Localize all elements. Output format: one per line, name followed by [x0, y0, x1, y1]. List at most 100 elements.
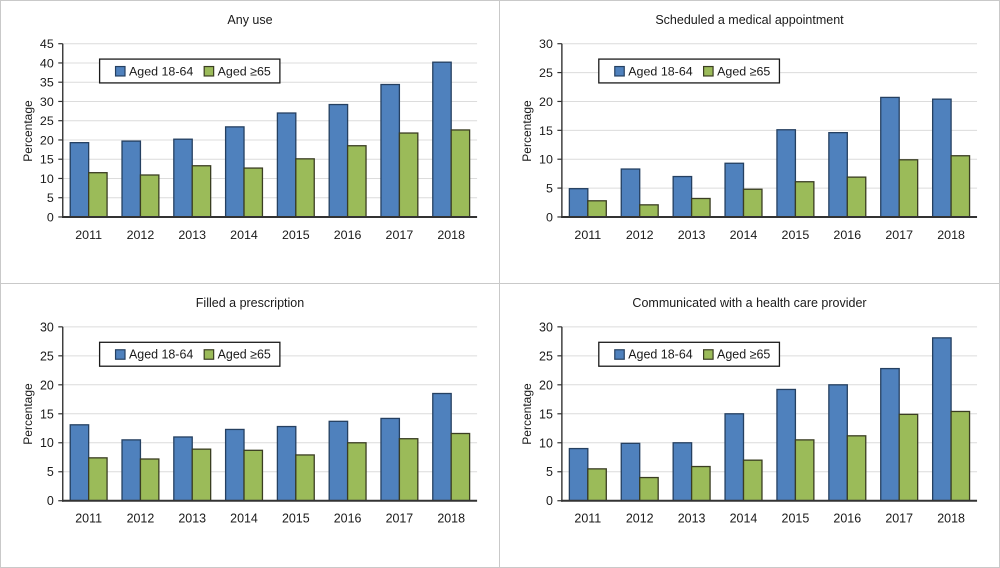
- x-tick-label: 2012: [127, 228, 155, 242]
- bar-aged-18-64: [931, 337, 952, 502]
- bar-aged-18-64: [224, 126, 245, 218]
- x-tick-label: 2016: [833, 228, 861, 242]
- y-tick-label: 10: [40, 172, 54, 186]
- y-tick-label: 20: [40, 133, 54, 147]
- x-tick-label: 2015: [282, 512, 310, 526]
- legend-box: [598, 58, 781, 84]
- bar-aged-65plus: [587, 468, 607, 502]
- bar-aged-18-64: [121, 439, 142, 502]
- bar-aged-18-64: [432, 61, 452, 218]
- chart-title: Scheduled a medical appointment: [655, 13, 844, 27]
- chart-title: Filled a prescription: [195, 296, 305, 310]
- x-tick-label: 2018: [437, 228, 465, 242]
- bars: [69, 392, 471, 502]
- bar-aged-65plus: [898, 159, 919, 218]
- x-tick-label: 2013: [678, 512, 706, 526]
- legend-swatch-aged-18-64: [614, 65, 625, 77]
- bar-aged-65plus: [794, 439, 815, 502]
- legend-box: [98, 341, 281, 367]
- y-axis: 0 5 10 15 20 25 30: [539, 320, 563, 508]
- legend-swatch-aged-65plus: [203, 65, 215, 77]
- x-tick-label: 2018: [937, 512, 965, 526]
- bar-aged-65plus: [690, 465, 711, 502]
- bars: [568, 96, 971, 218]
- x-tick-label: 2017: [885, 228, 913, 242]
- legend-swatch-aged-18-64: [114, 65, 126, 77]
- x-tick-label: 2012: [626, 512, 654, 526]
- bar-aged-65plus: [88, 172, 108, 218]
- bar-aged-18-64: [380, 83, 401, 218]
- y-tick-label: 15: [40, 407, 54, 421]
- bars: [69, 61, 471, 218]
- bar-aged-18-64: [880, 96, 900, 218]
- bar-aged-65plus: [450, 432, 471, 502]
- bar-aged-65plus: [139, 174, 160, 218]
- y-tick-label: 20: [40, 378, 54, 392]
- x-tick-label: 2016: [334, 512, 362, 526]
- chart-title: Communicated with a health care provider: [632, 296, 867, 310]
- legend-label-aged-65plus: Aged ≥65: [717, 64, 770, 78]
- x-tick-label: 2017: [386, 512, 414, 526]
- bar-aged-65plus: [846, 176, 867, 218]
- bar-aged-18-64: [672, 175, 693, 218]
- y-tick-label: 0: [546, 210, 553, 224]
- chart-panel-filled-prescription: Filled a prescription Percentage 0 5 10 15 2…: [1, 284, 500, 567]
- bar-aged-65plus: [139, 458, 160, 502]
- x-axis: 2011 2012 2013 2014 2015 2016 2017 2018: [561, 499, 978, 526]
- y-tick-label: 0: [47, 210, 54, 224]
- bar-aged-65plus: [742, 188, 763, 218]
- y-tick-label: 10: [539, 436, 553, 450]
- chart-panel-communicated-provider: Communicated with a health care provider…: [500, 284, 999, 567]
- y-tick-label: 0: [47, 494, 54, 508]
- y-tick-label: 5: [47, 465, 54, 479]
- x-tick-label: 2015: [782, 512, 810, 526]
- legend-label-aged-18-64: Aged 18-64: [628, 64, 693, 78]
- x-tick-label: 2013: [178, 228, 206, 242]
- bar-aged-65plus: [587, 200, 607, 218]
- x-tick-label: 2018: [437, 512, 465, 526]
- y-axis: 0 5 10 15 20 25 30: [40, 320, 64, 508]
- y-tick-label: 25: [539, 349, 553, 363]
- bar-aged-65plus: [346, 442, 367, 502]
- y-tick-label: 5: [546, 465, 553, 479]
- bar-aged-65plus: [88, 457, 108, 502]
- y-tick-label: 30: [539, 320, 553, 334]
- x-tick-label: 2013: [178, 512, 206, 526]
- x-tick-label: 2014: [230, 512, 258, 526]
- bar-aged-18-64: [328, 420, 349, 502]
- legend: Aged 18-64 Aged ≥65: [98, 341, 281, 367]
- bar-aged-18-64: [776, 388, 797, 502]
- bar-aged-65plus: [398, 132, 419, 218]
- y-tick-label: 15: [40, 153, 54, 167]
- legend-label-aged-18-64: Aged 18-64: [129, 348, 193, 362]
- legend-label-aged-65plus: Aged ≥65: [218, 64, 271, 78]
- y-tick-label: 20: [539, 95, 553, 109]
- bar-aged-18-64: [69, 142, 90, 218]
- x-axis: 2011 2012 2013 2014 2015 2016 2017 2018: [561, 215, 978, 242]
- y-tick-label: 10: [539, 153, 553, 167]
- legend: Aged 18-64 Aged ≥65: [98, 58, 281, 84]
- bar-aged-18-64: [776, 129, 797, 218]
- y-axis: 0 5 10 15 20 25 30 35 40 45: [40, 37, 64, 224]
- x-tick-label: 2011: [75, 512, 102, 526]
- bar-aged-65plus: [191, 165, 212, 218]
- bar-aged-65plus: [346, 145, 367, 218]
- bar-aged-18-64: [568, 447, 589, 502]
- x-tick-label: 2017: [885, 512, 913, 526]
- x-tick-label: 2014: [230, 228, 258, 242]
- legend-swatch-aged-65plus: [702, 349, 714, 360]
- bar-aged-65plus: [846, 435, 867, 502]
- chart-panel-scheduled-appointment: Scheduled a medical appointment Percenta…: [500, 1, 999, 284]
- bar-aged-18-64: [724, 413, 745, 502]
- chart-plot-svg: 0 5 10 15 20 25 30 2011 2012 2013 2014 2015 2016 2017…: [539, 320, 978, 526]
- chart-plot-svg: 0 5 10 15 20 25 30 2011 2012 2013 2014 2015 2016 2017…: [40, 320, 478, 526]
- x-tick-label: 2014: [730, 512, 758, 526]
- x-tick-label: 2011: [75, 228, 102, 242]
- legend-swatch-aged-18-64: [614, 349, 625, 360]
- legend-label-aged-65plus: Aged ≥65: [717, 348, 770, 362]
- legend-label-aged-18-64: Aged 18-64: [628, 348, 693, 362]
- y-tick-label: 15: [539, 124, 553, 138]
- bar-aged-18-64: [276, 112, 297, 218]
- x-tick-label: 2015: [282, 228, 310, 242]
